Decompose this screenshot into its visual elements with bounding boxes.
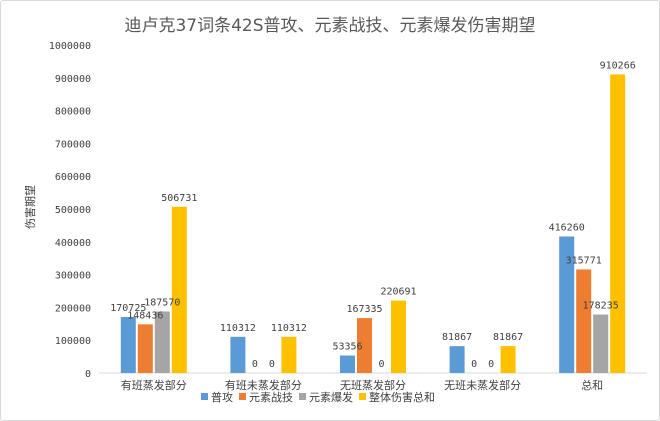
- data-label: 170725: [110, 303, 146, 314]
- chart-title: 迪卢克37词条42S普攻、元素战技、元素爆发伤害期望: [124, 16, 535, 36]
- x-category-label: 有班未蒸发部分: [225, 378, 302, 392]
- data-label: 0: [252, 359, 258, 370]
- bar: [391, 300, 406, 373]
- y-tick-label: 1000000: [49, 41, 91, 52]
- data-label: 81867: [442, 332, 472, 343]
- y-tick-label: 100000: [55, 336, 91, 347]
- data-label: 148436: [127, 310, 163, 321]
- x-category-label: 无班蒸发部分: [340, 378, 406, 392]
- bar: [120, 317, 136, 373]
- x-axis-categories: 有班蒸发部分 有班未蒸发部分 无班蒸发部分 无班未蒸发部分 总和: [121, 378, 603, 392]
- legend-swatch: [299, 393, 306, 400]
- data-label: 0: [488, 359, 494, 370]
- bar: [500, 346, 516, 373]
- legend-swatch: [239, 393, 246, 400]
- bar: [576, 269, 592, 373]
- bar: [357, 318, 372, 373]
- bar: [137, 324, 153, 373]
- x-category-label: 有班蒸发部分: [121, 378, 187, 392]
- bar: [171, 206, 187, 373]
- legend-label: 普攻: [211, 390, 233, 404]
- bar: [449, 346, 465, 373]
- y-axis-ticks: 0 100000 200000 300000 400000 500000 600000 700…: [49, 41, 91, 380]
- data-label: 167335: [346, 304, 382, 315]
- y-tick-label: 0: [85, 369, 91, 380]
- y-tick-label: 300000: [55, 271, 91, 282]
- x-category-label: 无班未蒸发部分: [444, 378, 521, 392]
- data-label: 187570: [144, 297, 180, 308]
- bar: [230, 336, 246, 373]
- bars-group: [120, 74, 626, 374]
- y-tick-label: 800000: [55, 107, 91, 118]
- legend-swatch: [359, 393, 366, 400]
- data-label: 910266: [600, 60, 636, 71]
- y-tick-label: 900000: [55, 74, 91, 85]
- legend-label: 元素爆发: [309, 390, 353, 404]
- y-tick-label: 500000: [55, 205, 91, 216]
- y-tick-label: 600000: [55, 172, 91, 183]
- y-tick-label: 200000: [55, 303, 91, 314]
- data-label: 110312: [271, 323, 307, 334]
- bar: [593, 314, 609, 373]
- data-label: 220691: [380, 287, 416, 298]
- y-axis-label: 伤害期望: [23, 185, 37, 229]
- data-label: 315771: [566, 255, 602, 266]
- legend: 普攻 元素战技 元素爆发 整体伤害总和: [201, 390, 435, 404]
- data-label: 178235: [583, 301, 619, 312]
- legend-label: 整体伤害总和: [369, 390, 435, 404]
- legend-label: 元素战技: [249, 391, 293, 404]
- legend-swatch: [201, 393, 208, 400]
- bar: [610, 74, 626, 374]
- bar: [281, 336, 297, 373]
- x-category-label: 总和: [581, 378, 603, 392]
- bar: [154, 311, 170, 373]
- data-label: 0: [378, 359, 384, 370]
- bar: [559, 236, 575, 373]
- data-label: 416260: [549, 222, 585, 233]
- y-tick-label: 400000: [55, 238, 91, 249]
- data-label: 0: [269, 359, 275, 370]
- data-label: 53356: [332, 341, 362, 352]
- data-label: 506731: [161, 193, 197, 204]
- data-label: 110312: [220, 323, 256, 334]
- bar: [340, 355, 355, 373]
- data-label: 0: [471, 359, 477, 370]
- y-tick-label: 700000: [55, 139, 91, 150]
- data-label: 81867: [493, 332, 523, 343]
